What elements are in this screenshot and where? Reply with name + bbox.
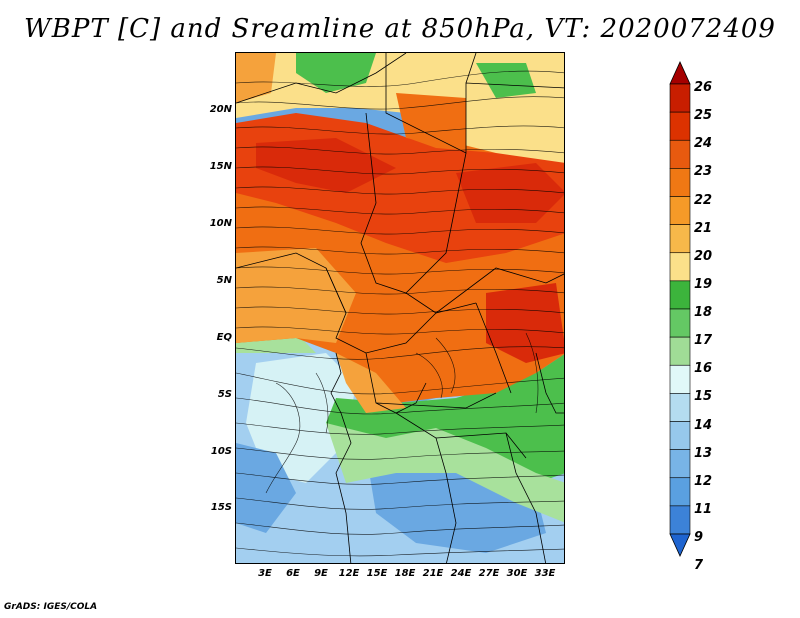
lat-tick-label: 5N xyxy=(216,275,232,286)
colorbar-level-label: 21 xyxy=(694,220,713,236)
colorbar-swatch xyxy=(669,364,691,394)
lon-tick-label: 21E xyxy=(422,568,444,579)
lon-tick-label: 12E xyxy=(338,568,360,579)
colorbar-level-label: 20 xyxy=(694,248,713,264)
lat-tick-label: 15N xyxy=(209,161,232,172)
lat-tick-label: 10S xyxy=(210,446,232,457)
colorbar-swatch xyxy=(669,168,691,197)
light-orange-west xyxy=(236,248,356,343)
light-green-region xyxy=(326,423,564,523)
map-panel xyxy=(235,52,565,564)
colorbar-level-label: 14 xyxy=(694,417,713,433)
colorbar-bottom-arrow xyxy=(669,533,691,557)
lat-tick-label: EQ xyxy=(216,332,232,343)
blue-patch-south xyxy=(366,448,546,553)
colorbar-swatch xyxy=(669,83,691,113)
field-map xyxy=(236,53,564,563)
lon-tick-label: 3E xyxy=(258,568,272,579)
lon-tick-label: 33E xyxy=(534,568,556,579)
orange-patch-northwest xyxy=(236,53,276,103)
hot-core-southeast xyxy=(486,283,564,363)
light-orange-center xyxy=(336,353,406,413)
country-borders xyxy=(236,53,564,563)
colorbar-swatch xyxy=(669,224,691,254)
lat-tick-label: 15S xyxy=(210,502,232,513)
streamlines xyxy=(236,70,564,557)
lat-tick-label: 20N xyxy=(209,104,232,115)
colorbar-top-arrow xyxy=(669,61,691,85)
map-title: WBPT [C] and Sreamline at 850hPa, VT: 20… xyxy=(24,14,776,44)
colorbar-swatch xyxy=(669,421,691,450)
colorbar-level-label: 22 xyxy=(694,192,713,208)
colorbar-swatch xyxy=(669,252,691,282)
colorbar-level-label: 13 xyxy=(694,445,713,461)
colorbar-level-label: 19 xyxy=(694,276,713,292)
colorbar-swatch xyxy=(669,393,691,422)
footer-credit: GrADS: IGES/COLA xyxy=(4,602,98,612)
colorbar-level-label: 23 xyxy=(694,164,713,180)
colorbar-level-label: 26 xyxy=(694,80,713,95)
colorbar-swatch xyxy=(669,139,691,169)
colorbar-swatch xyxy=(669,505,691,535)
lon-tick-label: 27E xyxy=(478,568,500,579)
hot-core-east xyxy=(456,163,564,223)
colorbar-swatch xyxy=(669,308,691,338)
lon-tick-label: 18E xyxy=(394,568,416,579)
colorbar-swatch xyxy=(669,449,691,479)
lon-tick-label: 15E xyxy=(366,568,388,579)
colorbar-level-label: 12 xyxy=(694,473,713,489)
lat-tick-label: 10N xyxy=(209,218,232,229)
lon-tick-label: 6E xyxy=(286,568,300,579)
hot-core-west xyxy=(256,138,396,193)
blue-patch-west xyxy=(236,443,296,533)
colorbar-swatch xyxy=(669,477,691,507)
colorbar-level-label: 9 xyxy=(694,530,704,545)
colorbar-level-label: 15 xyxy=(694,389,713,405)
colorbar-level-label: 11 xyxy=(694,501,713,517)
lon-tick-label: 24E xyxy=(450,568,472,579)
colorbar-swatch xyxy=(669,196,691,225)
lat-tick-label: 5S xyxy=(217,389,232,400)
lon-tick-label: 30E xyxy=(506,568,528,579)
colorbar-level-label: 16 xyxy=(694,361,713,377)
colorbar-swatch xyxy=(669,111,691,141)
colorbar-level-label: 24 xyxy=(694,136,713,152)
orange-patch-north xyxy=(396,93,466,148)
green-patch-northeast xyxy=(476,63,536,98)
colorbar-level-label: 18 xyxy=(694,305,713,320)
colorbar-level-label: 25 xyxy=(694,108,713,124)
lon-tick-label: 9E xyxy=(314,568,328,579)
colorbar-level-label: 7 xyxy=(694,558,704,574)
colorbar-swatch xyxy=(669,280,691,310)
colorbar-level-label: 17 xyxy=(694,333,713,349)
colorbar-swatch xyxy=(669,336,691,366)
pale-cyan-region xyxy=(246,353,356,483)
